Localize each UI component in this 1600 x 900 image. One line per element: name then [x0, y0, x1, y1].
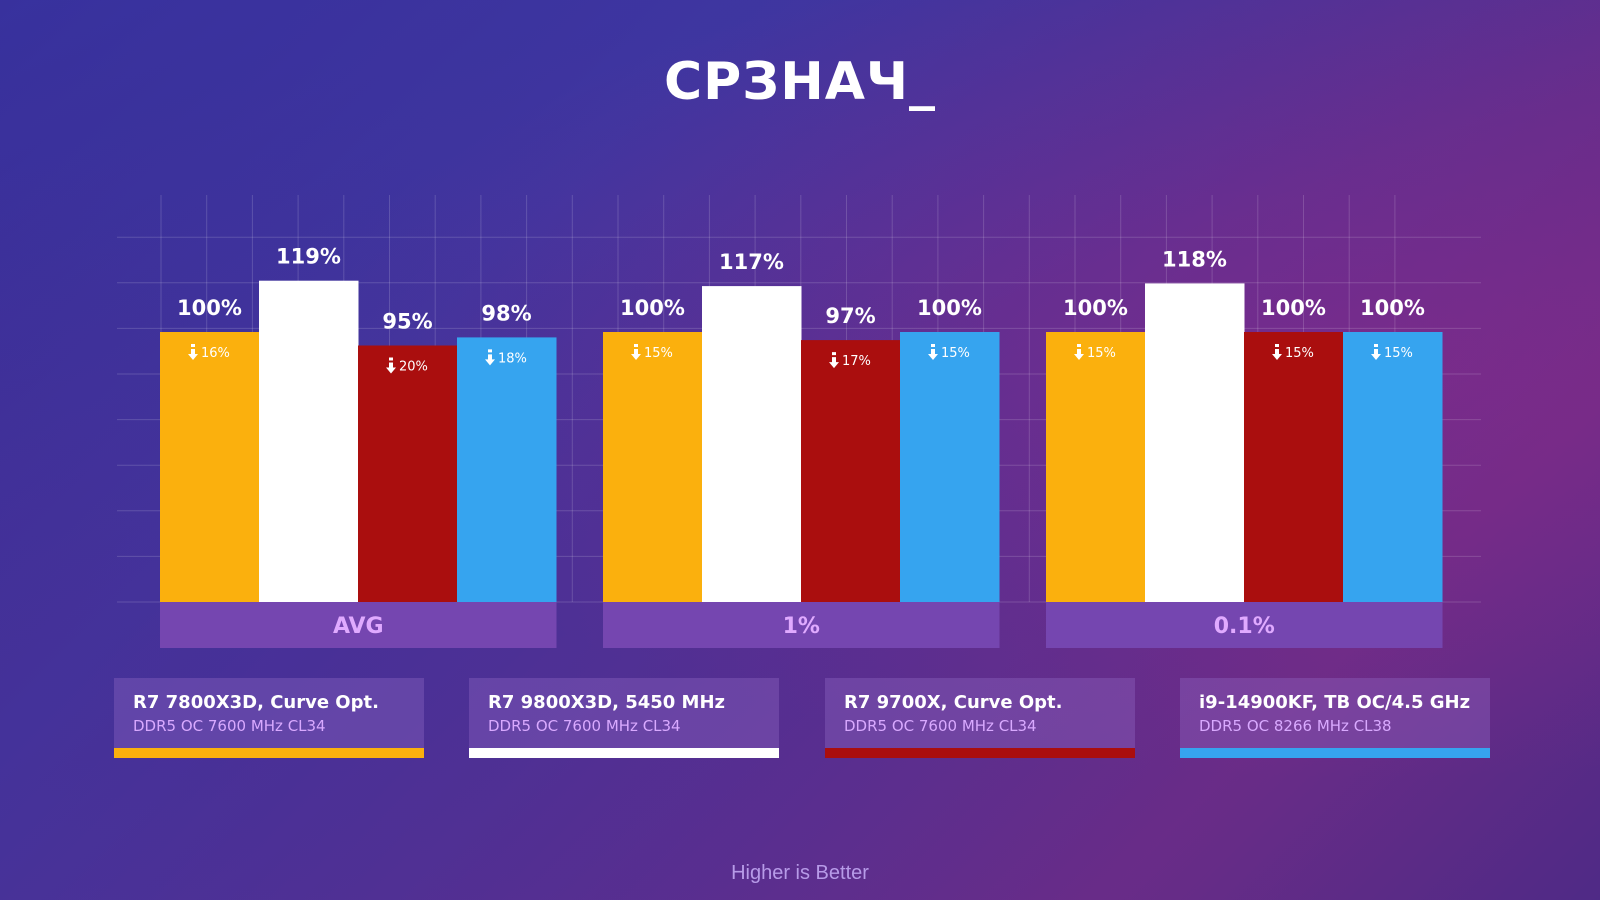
down-arrow-icon — [485, 349, 495, 366]
legend-subtitle: DDR5 OC 8266 MHz CL38 — [1199, 717, 1392, 735]
bar-delta-label: 15% — [1285, 346, 1314, 361]
bar-value-label: 100% — [177, 296, 242, 320]
bar-value-label: 100% — [620, 296, 685, 320]
bar-delta-label: 20% — [399, 360, 428, 375]
bar-delta-label: 15% — [644, 346, 673, 361]
chart-title: СРЗНАЧ_ — [663, 52, 936, 112]
bar-value-label: 118% — [1162, 247, 1227, 271]
category-label: 1% — [783, 614, 820, 639]
bar-delta-label: 16% — [201, 346, 230, 361]
bar — [1244, 332, 1344, 602]
bar-value-label: 95% — [382, 310, 432, 334]
down-arrow-icon — [1272, 344, 1282, 360]
bar — [259, 280, 359, 602]
legend-item-1: R7 7800X3D, Curve Opt. DDR5 OC 7600 MHz … — [114, 678, 424, 758]
footer-note: Higher is Better — [731, 862, 869, 884]
legend-swatch — [825, 748, 1135, 758]
down-arrow-icon — [1074, 344, 1084, 360]
legend-item-4: i9-14900KF, TB OC/4.5 GHz DDR5 OC 8266 M… — [1180, 678, 1490, 758]
category-band — [160, 602, 557, 648]
category-band — [603, 602, 1000, 648]
legend-subtitle: DDR5 OC 7600 MHz CL34 — [488, 717, 681, 735]
down-arrow-icon — [188, 344, 198, 360]
bar — [603, 332, 703, 602]
down-arrow-icon — [631, 344, 641, 360]
bar-value-label: 119% — [276, 245, 341, 269]
bar-value-label: 100% — [1063, 296, 1128, 320]
down-arrow-icon — [928, 344, 938, 360]
legend-item-2: R7 9800X3D, 5450 MHz DDR5 OC 7600 MHz CL… — [469, 678, 779, 758]
bar-delta-label: 18% — [498, 351, 527, 366]
category-group: 100% 15% 118% 100% 15% 100% 15% 0.1% — [1046, 247, 1443, 648]
bar — [1343, 332, 1443, 602]
category-label: 0.1% — [1214, 614, 1275, 639]
bar-value-label: 100% — [1360, 296, 1425, 320]
bar — [160, 332, 260, 602]
bar-value-label: 97% — [825, 304, 875, 328]
bar — [1145, 283, 1245, 602]
legend-item-3: R7 9700X, Curve Opt. DDR5 OC 7600 MHz CL… — [825, 678, 1135, 758]
down-arrow-icon — [386, 357, 396, 374]
bar-delta-label: 17% — [842, 354, 871, 369]
bar-value-label: 100% — [917, 296, 982, 320]
bar — [702, 286, 802, 602]
bar — [801, 340, 901, 602]
legend-swatch — [1180, 748, 1490, 758]
legend-swatch — [114, 748, 424, 758]
legend-subtitle: DDR5 OC 7600 MHz CL34 — [844, 717, 1037, 735]
bar — [1046, 332, 1146, 602]
category-groups: 100% 16% 119% 95% 20% 98% 18% AVG 100% 15% 117% 97%… — [160, 245, 1443, 648]
bar — [358, 345, 458, 602]
category-group: 100% 15% 117% 97% 17% 100% 15% 1% — [603, 250, 1000, 648]
bar-value-label: 100% — [1261, 296, 1326, 320]
category-label: AVG — [333, 614, 384, 639]
bar-value-label: 98% — [481, 301, 531, 325]
category-band — [1046, 602, 1443, 648]
bar-value-label: 117% — [719, 250, 784, 274]
legend-name: R7 9700X, Curve Opt. — [844, 692, 1063, 713]
down-arrow-icon — [829, 352, 839, 369]
bar-delta-label: 15% — [1384, 346, 1413, 361]
bar — [457, 337, 557, 602]
bar-delta-label: 15% — [941, 346, 970, 361]
down-arrow-icon — [1371, 344, 1381, 360]
legend-name: i9-14900KF, TB OC/4.5 GHz — [1199, 692, 1471, 713]
legend-subtitle: DDR5 OC 7600 MHz CL34 — [133, 717, 326, 735]
legend-name: R7 7800X3D, Curve Opt. — [133, 692, 379, 713]
bar-delta-label: 15% — [1087, 346, 1116, 361]
category-group: 100% 16% 119% 95% 20% 98% 18% AVG — [160, 245, 557, 648]
legend-swatch — [469, 748, 779, 758]
legend-name: R7 9800X3D, 5450 MHz — [488, 692, 726, 713]
bar — [900, 332, 1000, 602]
